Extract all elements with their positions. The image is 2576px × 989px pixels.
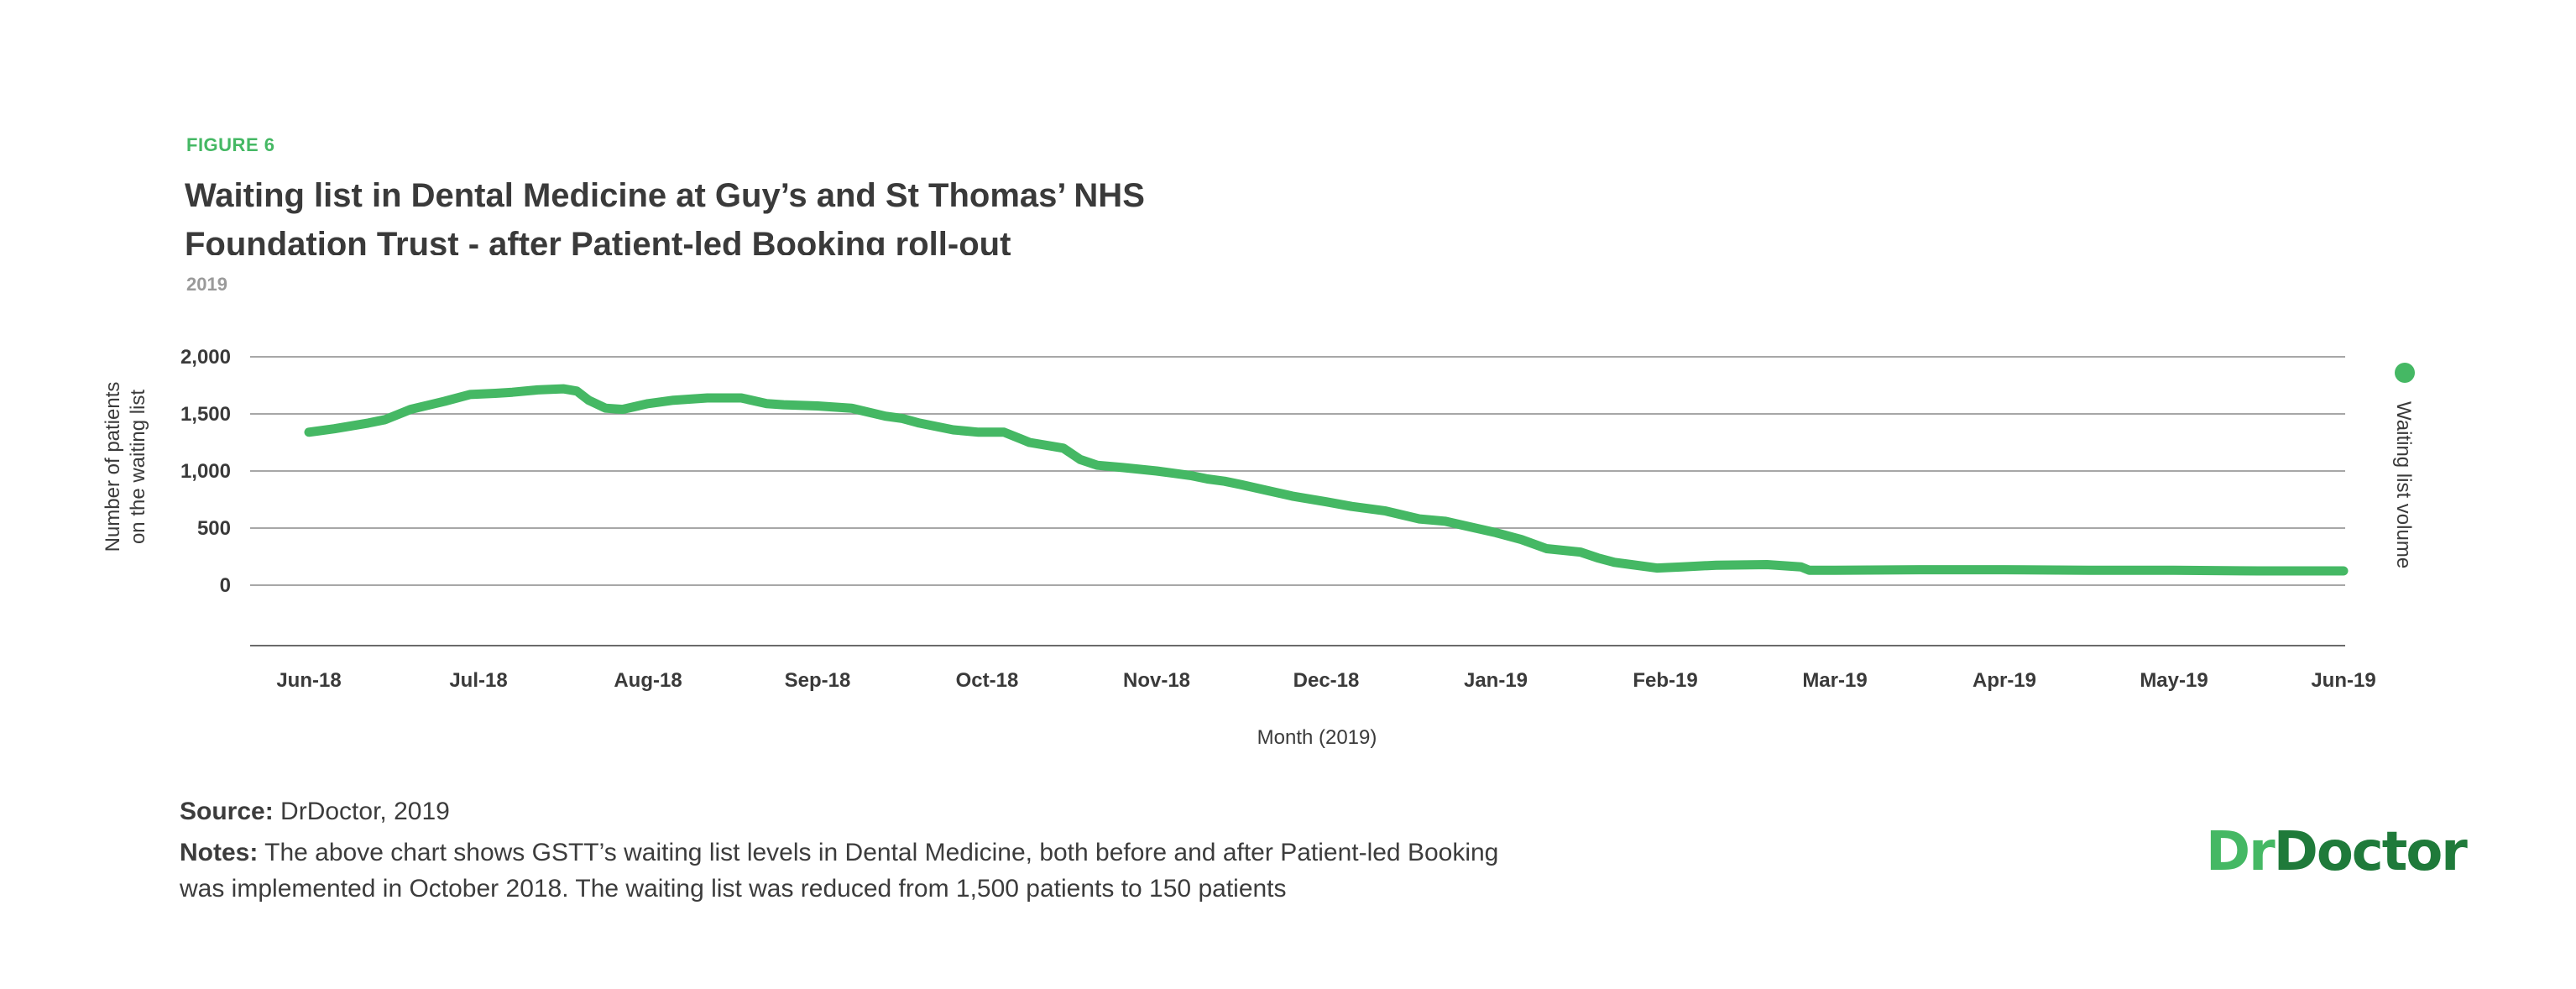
chart-title: Waiting list in Dental Medicine at Guy’s… bbox=[185, 177, 1145, 255]
x-tick-label: Dec-18 bbox=[1293, 669, 1360, 692]
y-tick-labels: 0 500 1,000 1,500 2,000 bbox=[180, 346, 231, 597]
x-axis-label: Month (2019) bbox=[1257, 726, 1377, 749]
source-label: Source: bbox=[180, 798, 274, 825]
series-group bbox=[304, 384, 2349, 576]
notes-text: The above chart shows GSTT’s waiting lis… bbox=[180, 839, 1499, 903]
x-tick-label: May-19 bbox=[2140, 669, 2208, 692]
legend-label: Waiting list volume bbox=[2392, 401, 2415, 568]
y-tick-label: 1,500 bbox=[180, 403, 231, 426]
y-tick-label: 2,000 bbox=[180, 346, 231, 369]
x-tick-label: Jun-18 bbox=[276, 669, 341, 692]
y-axis-label: Number of patients on the waiting list bbox=[102, 382, 149, 552]
x-tick-label: Nov-18 bbox=[1123, 669, 1190, 692]
x-tick-label: Oct-18 bbox=[956, 669, 1019, 692]
logo-part-dr: Dr bbox=[2206, 821, 2276, 883]
gridlines bbox=[250, 356, 2345, 646]
source-note: Source: DrDoctor, 2019 bbox=[180, 798, 450, 826]
line-chart: 0 500 1,000 1,500 2,000 Jun-18 Jul-18 Aug-18 Se… bbox=[102, 346, 2415, 749]
y-tick-label: 500 bbox=[197, 517, 231, 540]
notes: Notes: The above chart shows GSTT’s wait… bbox=[180, 835, 1523, 907]
x-tick-label: Feb-19 bbox=[1633, 669, 1697, 692]
x-tick-label: Apr-19 bbox=[1972, 669, 2036, 692]
source-text: DrDoctor, 2019 bbox=[280, 798, 450, 825]
notes-label: Notes: bbox=[180, 839, 259, 866]
series-line-0 bbox=[304, 384, 2349, 576]
x-tick-label: Aug-18 bbox=[614, 669, 682, 692]
logo-part-doctor: Doctor bbox=[2273, 821, 2468, 883]
x-tick-label: Jun-19 bbox=[2311, 669, 2375, 692]
figure-label: FIGURE 6 bbox=[186, 134, 275, 155]
x-tick-label: Jul-18 bbox=[449, 669, 507, 692]
chart-subtitle: 2019 bbox=[186, 274, 227, 295]
x-tick-labels: Jun-18 Jul-18 Aug-18 Sep-18 Oct-18 Nov-18 Dec-… bbox=[276, 669, 2375, 692]
legend-marker bbox=[2395, 363, 2415, 383]
y-tick-label: 0 bbox=[220, 574, 231, 597]
y-tick-label: 1,000 bbox=[180, 460, 231, 483]
x-tick-label: Sep-18 bbox=[785, 669, 851, 692]
x-tick-label: Jan-19 bbox=[1464, 669, 1528, 692]
x-tick-label: Mar-19 bbox=[1802, 669, 1867, 692]
drdoctor-logo: DrDoctor bbox=[2206, 821, 2468, 883]
legend: Waiting list volume bbox=[2392, 363, 2415, 568]
